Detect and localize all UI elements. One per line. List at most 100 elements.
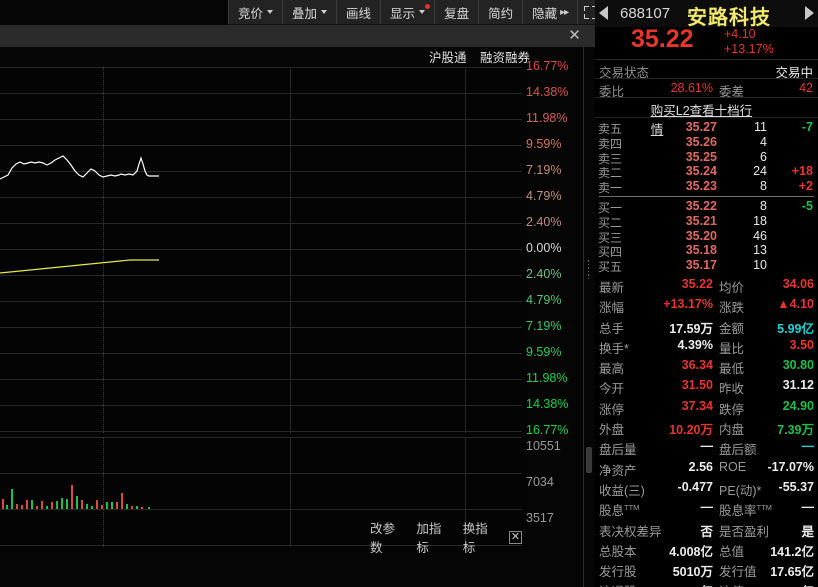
stat-value-left: 17.59万	[669, 321, 713, 336]
stat-row: 流通股 4.008亿流值 141.2亿	[595, 579, 818, 587]
notification-dot-icon	[425, 4, 431, 9]
order-book-row[interactable]: 买四 35.18 13	[595, 243, 818, 259]
toolbar-button-2[interactable]: 画线	[337, 0, 382, 24]
chart-axis-labels: 16.77% 14.38% 11.98% 9.59% 7.19% 4.79% 2.40% 0.…	[524, 59, 590, 537]
stat-label-left: 流通股	[599, 581, 637, 587]
switch-indicator-button[interactable]: 换指标	[462, 522, 488, 555]
toolbar-button-0[interactable]: 竞价	[228, 0, 284, 24]
volume-bar	[56, 501, 58, 509]
order-book-level: 卖三	[598, 151, 623, 166]
volume-bar	[116, 502, 118, 509]
l2-promo-row: 购买L2查看十档行情	[595, 97, 818, 137]
volume-gridline-h	[0, 509, 522, 510]
prev-stock-icon[interactable]	[599, 6, 608, 20]
stat-label-right: 内盘	[719, 423, 745, 438]
order-book-row[interactable]: 卖二 35.24 24 +18	[595, 164, 818, 180]
axis-label-pct: 16.77%	[526, 423, 569, 437]
order-ratio-label: 委比	[599, 85, 625, 99]
next-stock-icon[interactable]	[805, 6, 814, 20]
stat-value-right: 24.90	[782, 398, 814, 413]
stat-value-left: 37.34	[681, 398, 713, 413]
order-book-level: 买五	[598, 260, 623, 275]
chart-gridline-v	[290, 67, 291, 433]
chart-line-价格	[0, 155, 159, 180]
toolbar-button-5[interactable]: 简约	[479, 0, 524, 24]
chart-gridline-h	[0, 67, 522, 68]
price-chart-plot[interactable]	[0, 67, 522, 433]
axis-label-pct: 2.40%	[526, 267, 562, 281]
order-book-price: 35.27	[685, 120, 717, 134]
tag-hgt[interactable]: 沪股通	[429, 51, 467, 65]
order-book-row[interactable]: 买二 35.21 18	[595, 213, 818, 230]
order-book-price: 35.21	[685, 213, 717, 228]
scrollbar-thumb[interactable]	[586, 447, 592, 473]
stat-value-left: —	[700, 500, 714, 515]
l2-purchase-link[interactable]: 购买L2查看十档行情	[650, 104, 753, 137]
volume-bar	[131, 506, 133, 509]
toolbar-button-label: 叠加	[292, 6, 318, 21]
stat-value-left: 4.39%	[677, 337, 713, 352]
volume-chart-plot[interactable]	[0, 437, 522, 547]
trade-status-label: 交易状态	[599, 66, 650, 80]
stat-row: 盘后量 — 盘后额 —	[595, 437, 818, 457]
order-book-row[interactable]: 卖五 35.27 11 -7	[595, 120, 818, 136]
order-book-price: 35.17	[685, 258, 717, 273]
order-book-row[interactable]: 买三 35.20 46	[595, 228, 818, 245]
chart-gridline-v	[465, 67, 466, 433]
volume-bar	[101, 505, 103, 509]
stat-value-right: 31.12	[782, 378, 814, 393]
volume-gridline-v	[465, 437, 466, 547]
market-tag-row: 沪股通 融资融券	[0, 47, 595, 67]
stat-label-left: 总手	[599, 321, 625, 336]
stat-label-left: 总股本	[599, 544, 637, 559]
volume-bar	[21, 505, 23, 509]
order-book-row[interactable]: 买五 35.17 10	[595, 258, 818, 275]
axis-label-pct: 11.98%	[526, 111, 568, 125]
tag-rzrq[interactable]: 融资融券	[480, 51, 531, 65]
stat-label-left: 今开	[599, 382, 625, 397]
add-indicator-button[interactable]: 加指标	[416, 522, 442, 555]
order-book-row[interactable]: 卖一 35.23 8 +2	[595, 179, 818, 195]
toolbar-button-1[interactable]: 叠加	[283, 0, 338, 24]
volume-gridline-v	[103, 437, 104, 547]
stat-row: 总股本 4.008亿 总值 141.2亿	[595, 539, 818, 559]
change-params-button[interactable]: 改参数	[370, 522, 396, 555]
stat-value-right: 34.06	[782, 276, 814, 291]
stat-label-left: 股息TTM	[599, 503, 640, 519]
order-book-qty: 8	[760, 198, 767, 213]
indicator-close-icon[interactable]: ✕	[509, 530, 522, 544]
toolbar-button-6[interactable]: 隐藏 ▸▸	[523, 0, 579, 24]
volume-gridline-v	[290, 437, 291, 547]
order-book-row[interactable]: 卖三 35.25 6	[595, 150, 818, 166]
stat-value-right: 5.99亿	[777, 321, 814, 336]
toolbar-button-3[interactable]: 显示	[381, 0, 436, 24]
order-book-row[interactable]: 买一 35.22 8 -5	[595, 198, 818, 215]
volume-bar	[141, 507, 143, 509]
stat-value-left: 4.008亿	[647, 581, 713, 587]
order-book-price: 35.23	[685, 179, 717, 194]
close-icon[interactable]: ✕	[568, 27, 581, 44]
stat-label-right: 发行值	[719, 565, 757, 580]
stat-label-left: 涨停	[599, 402, 625, 417]
order-book-row[interactable]: 卖四 35.26 4	[595, 135, 818, 151]
toolbar-button-label: 隐藏	[532, 6, 558, 21]
order-ratio-row: 委比 28.61% 委差 42	[595, 78, 818, 99]
stat-value-left: 2.56	[688, 459, 713, 474]
volume-bar	[66, 499, 68, 509]
stat-value-right: 141.2亿	[770, 544, 814, 559]
stat-value-right: —	[801, 439, 815, 454]
stat-row: 最高 36.34 最低 30.80	[595, 356, 818, 376]
stat-value-right: 141.2亿	[770, 581, 814, 587]
axis-label-volume: 3517	[526, 511, 554, 525]
axis-label-pct: 0.00%	[526, 241, 562, 255]
stat-label-right: 量比	[719, 341, 745, 356]
order-book-price: 35.20	[685, 228, 717, 243]
toolbar-button-4[interactable]: 复盘	[435, 0, 480, 24]
stat-row: 换手* 4.39% 量比 3.50	[595, 336, 818, 356]
stat-label-left: 盘后量	[599, 443, 637, 458]
volume-bar	[51, 502, 53, 509]
pane-drag-handle[interactable]	[585, 258, 592, 286]
toolbar-button-label: 简约	[488, 6, 514, 21]
chart-gridline-h	[0, 327, 522, 328]
